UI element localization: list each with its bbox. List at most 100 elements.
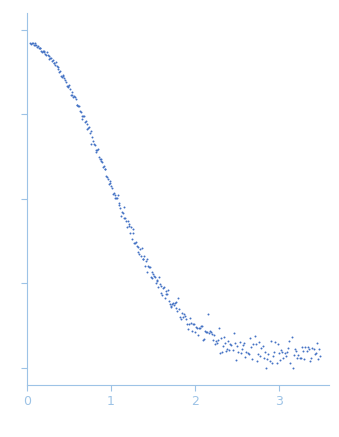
- Point: [166, 297, 172, 304]
- Point: [214, 338, 219, 345]
- Point: [172, 299, 177, 306]
- Point: [84, 121, 89, 128]
- Point: [53, 59, 59, 66]
- Point: [47, 55, 53, 62]
- Point: [72, 93, 77, 100]
- Point: [127, 230, 133, 237]
- Point: [153, 279, 158, 286]
- Point: [126, 220, 131, 227]
- Point: [74, 101, 79, 108]
- Point: [221, 333, 227, 340]
- Point: [207, 327, 213, 334]
- Point: [187, 315, 193, 322]
- Point: [31, 42, 37, 49]
- Point: [95, 146, 100, 153]
- Point: [206, 330, 212, 337]
- Point: [111, 190, 116, 197]
- Point: [311, 345, 316, 352]
- Point: [215, 340, 220, 347]
- Point: [294, 348, 299, 355]
- Point: [211, 337, 216, 344]
- Point: [117, 201, 122, 208]
- Point: [302, 356, 307, 363]
- Point: [41, 49, 46, 55]
- Point: [64, 83, 69, 90]
- Point: [62, 75, 67, 82]
- Point: [260, 343, 265, 350]
- Point: [158, 289, 163, 296]
- Point: [284, 349, 290, 356]
- Point: [213, 340, 218, 347]
- Point: [202, 328, 208, 335]
- Point: [167, 301, 173, 308]
- Point: [92, 141, 97, 148]
- Point: [173, 304, 178, 311]
- Point: [97, 156, 102, 163]
- Point: [132, 239, 137, 246]
- Point: [99, 155, 104, 162]
- Point: [42, 48, 47, 55]
- Point: [40, 47, 45, 54]
- Point: [46, 52, 51, 59]
- Point: [183, 316, 188, 323]
- Point: [83, 117, 88, 124]
- Point: [259, 345, 264, 352]
- Point: [99, 159, 105, 166]
- Point: [148, 273, 154, 280]
- Point: [243, 354, 248, 361]
- Point: [184, 321, 190, 328]
- Point: [43, 52, 49, 59]
- Point: [282, 349, 287, 356]
- Point: [104, 172, 109, 179]
- Point: [139, 245, 144, 252]
- Point: [159, 283, 164, 290]
- Point: [72, 94, 78, 101]
- Point: [80, 115, 85, 122]
- Point: [285, 345, 291, 352]
- Point: [66, 82, 72, 89]
- Point: [161, 284, 167, 291]
- Point: [306, 345, 312, 352]
- Point: [218, 349, 223, 356]
- Point: [281, 354, 286, 361]
- Point: [174, 298, 179, 305]
- Point: [128, 223, 134, 230]
- Point: [250, 355, 255, 362]
- Point: [150, 269, 155, 276]
- Point: [244, 348, 249, 355]
- Point: [56, 64, 61, 71]
- Point: [65, 83, 70, 90]
- Point: [256, 339, 262, 346]
- Point: [318, 352, 323, 359]
- Point: [165, 286, 171, 293]
- Point: [180, 314, 185, 321]
- Point: [133, 239, 139, 246]
- Point: [87, 130, 93, 137]
- Point: [222, 340, 228, 347]
- Point: [109, 185, 115, 192]
- Point: [146, 264, 152, 271]
- Point: [57, 69, 62, 76]
- Point: [276, 349, 281, 356]
- Point: [100, 163, 106, 170]
- Point: [307, 357, 313, 364]
- Point: [186, 321, 192, 328]
- Point: [80, 112, 86, 119]
- Point: [137, 250, 142, 257]
- Point: [238, 350, 243, 357]
- Point: [48, 55, 54, 62]
- Point: [130, 230, 135, 237]
- Point: [38, 48, 44, 55]
- Point: [269, 359, 275, 366]
- Point: [191, 321, 197, 328]
- Point: [121, 203, 126, 210]
- Point: [170, 300, 176, 307]
- Point: [227, 340, 233, 347]
- Point: [175, 294, 181, 301]
- Point: [258, 353, 263, 360]
- Point: [107, 177, 112, 184]
- Point: [212, 331, 217, 338]
- Point: [225, 337, 231, 344]
- Point: [229, 342, 234, 349]
- Point: [89, 133, 95, 140]
